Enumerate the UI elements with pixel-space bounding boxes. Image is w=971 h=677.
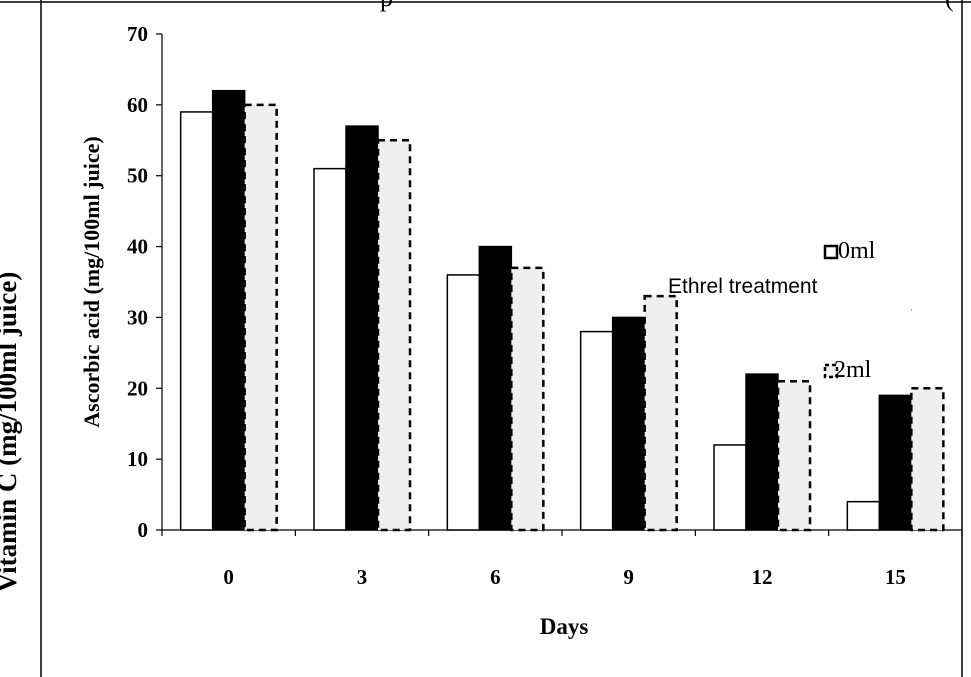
bar-series-0-day-12	[713, 444, 747, 531]
bar-series-2-day-3	[376, 139, 412, 532]
bar-series-1-day-0	[211, 89, 246, 531]
bar-series-0-day-3	[313, 167, 347, 531]
bar-series-1-day-3	[345, 125, 379, 531]
legend-title: Ethrel treatment	[668, 275, 818, 298]
legend-label-2ml: 2ml	[834, 357, 872, 383]
bar-series-2-day-15	[910, 387, 945, 532]
bar-series-1-day-12	[745, 373, 779, 531]
legend: 0ml Ethrel treatment 2ml	[668, 238, 912, 383]
bar-series-0-day-6	[446, 274, 481, 531]
x-tick-label: 3	[357, 565, 368, 589]
bars-group	[179, 89, 945, 532]
bar-series-0-day-0	[179, 111, 214, 531]
x-tick-label: 6	[490, 565, 501, 589]
bar-series-2-day-12	[776, 379, 812, 532]
x-tick-label: 9	[623, 565, 634, 589]
bar-series-0-day-9	[579, 330, 614, 531]
x-tick-label: 15	[885, 565, 906, 589]
y-tick-label: 60	[127, 93, 148, 117]
outer-y-axis-label: Vitamin C (mg/100ml juice)	[0, 272, 22, 593]
bar-series-2-day-6	[510, 266, 545, 532]
bar-series-2-day-0	[243, 103, 278, 532]
top-clipped-text: p	[380, 0, 393, 12]
y-tick-label: 70	[127, 22, 148, 46]
x-tick-label: 0	[223, 565, 234, 589]
y-tick-label: 0	[138, 518, 149, 542]
y-axis-label: Ascorbic acid (mg/100ml juice)	[79, 136, 104, 427]
bar-series-0-day-15	[846, 500, 881, 531]
legend-swatch-2ml	[823, 363, 839, 379]
bar-series-1-day-9	[611, 316, 646, 531]
y-tick-label: 30	[127, 305, 148, 329]
x-tick-label: 12	[752, 565, 773, 589]
y-tick-label: 20	[127, 376, 148, 400]
bar-series-2-day-9	[643, 294, 678, 532]
bar-series-1-day-6	[478, 245, 513, 531]
legend-swatch-0ml	[823, 244, 839, 260]
y-tick-label: 40	[127, 235, 148, 259]
y-tick-label: 50	[127, 164, 148, 188]
bar-series-1-day-15	[878, 394, 913, 531]
legend-label-0ml: 0ml	[838, 238, 876, 264]
y-tick-label: 10	[127, 447, 148, 471]
x-axis-label: Days	[540, 614, 589, 639]
axes-group: 0 10 20 30 40 50 60 70 0 3 6 9 12 15	[127, 22, 963, 589]
top-clipped-text-right: (	[945, 0, 954, 12]
